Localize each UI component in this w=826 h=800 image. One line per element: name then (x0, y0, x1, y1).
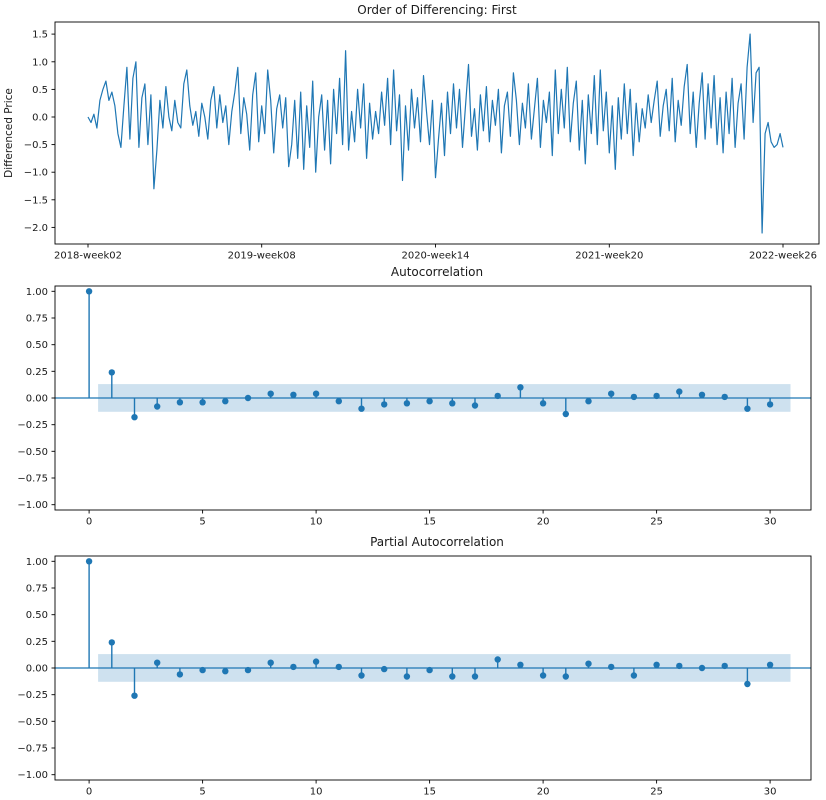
svg-text:0.75: 0.75 (26, 584, 48, 595)
svg-text:30: 30 (764, 787, 777, 798)
partial-autocorrelation-figure: Partial Autocorrelation 1.00 0.75 0.50 0.25… (0, 530, 826, 800)
svg-text:1.5: 1.5 (32, 30, 48, 41)
series-line (87, 33, 784, 234)
svg-text:25: 25 (650, 787, 663, 798)
axes-frame (54, 21, 820, 245)
svg-text:20: 20 (537, 787, 550, 798)
svg-text:15: 15 (423, 787, 436, 798)
svg-text:0.50: 0.50 (26, 340, 48, 351)
svg-text:−0.5: −0.5 (24, 140, 48, 151)
svg-text:0.0: 0.0 (32, 113, 48, 124)
svg-text:2019-week08: 2019-week08 (228, 251, 296, 261)
pacf-chart-title: Partial Autocorrelation (370, 535, 504, 549)
svg-text:0.25: 0.25 (26, 637, 48, 648)
acf-plot: 1.00 0.75 0.50 0.25 0.00 −0.25 −0.50 −0.75 −1.00… (17, 285, 812, 528)
svg-text:−0.25: −0.25 (17, 420, 48, 431)
svg-text:−1.5: −1.5 (24, 195, 48, 206)
svg-text:0.50: 0.50 (26, 610, 48, 621)
svg-text:0.25: 0.25 (26, 367, 48, 378)
svg-text:0.00: 0.00 (26, 664, 48, 675)
svg-text:1.00: 1.00 (26, 557, 48, 568)
svg-text:2018-week02: 2018-week02 (54, 251, 122, 261)
svg-text:1.0: 1.0 (32, 57, 48, 68)
svg-text:−2.0: −2.0 (24, 223, 48, 234)
svg-text:−0.75: −0.75 (17, 474, 48, 485)
pacf-plot: 1.00 0.75 0.50 0.25 0.00 −0.25 −0.50 −0.75 −1.00… (17, 555, 812, 798)
svg-text:−0.25: −0.25 (17, 690, 48, 701)
svg-text:0.5: 0.5 (32, 85, 48, 96)
svg-text:0.75: 0.75 (26, 314, 48, 325)
svg-text:10: 10 (310, 787, 323, 798)
tick-labels: 1.00 0.75 0.50 0.25 0.00 −0.25 −0.50 −0.75 −1.00… (17, 557, 776, 798)
svg-text:25: 25 (650, 517, 663, 528)
svg-text:−0.50: −0.50 (17, 447, 48, 458)
svg-text:−1.0: −1.0 (24, 168, 48, 179)
svg-text:30: 30 (764, 517, 777, 528)
acf-chart-title: Autocorrelation (390, 265, 484, 279)
svg-text:5: 5 (199, 787, 205, 798)
differencing-chart-title: Order of Differencing: First (357, 3, 517, 17)
autocorrelation-figure: Autocorrelation 1.00 0.75 0.50 0.25 0.00 −0.2… (0, 260, 826, 530)
svg-text:−0.50: −0.50 (17, 717, 48, 728)
svg-text:5: 5 (199, 517, 205, 528)
tick-labels: 1.5 1.0 0.5 0.0 −0.5 −1.0 −1.5 −2.0 2018-week02 2… (24, 30, 817, 260)
svg-text:2021-week20: 2021-week20 (575, 251, 643, 261)
differencing-figure: Order of Differencing: First 1.5 1.0 0.5 0.… (0, 0, 826, 260)
svg-text:0: 0 (86, 787, 92, 798)
tick-labels: 1.00 0.75 0.50 0.25 0.00 −0.25 −0.50 −0.75 −1.00… (17, 287, 776, 528)
stem-markers (85, 288, 774, 421)
svg-text:2020-week14: 2020-week14 (401, 251, 469, 261)
svg-text:−1.00: −1.00 (17, 500, 48, 511)
differenced-price-plot: 1.5 1.0 0.5 0.0 −0.5 −1.0 −1.5 −2.0 2018-week02 2… (3, 21, 820, 260)
svg-text:10: 10 (310, 517, 323, 528)
svg-text:0: 0 (86, 517, 92, 528)
svg-text:15: 15 (423, 517, 436, 528)
svg-text:2022-week26: 2022-week26 (749, 251, 817, 261)
svg-text:0.00: 0.00 (26, 394, 48, 405)
svg-text:20: 20 (537, 517, 550, 528)
svg-text:1.00: 1.00 (26, 287, 48, 298)
svg-text:−0.75: −0.75 (17, 744, 48, 755)
stem-markers (85, 558, 774, 699)
y-axis-label: Differenced Price (3, 88, 15, 178)
svg-text:−1.00: −1.00 (17, 770, 48, 781)
